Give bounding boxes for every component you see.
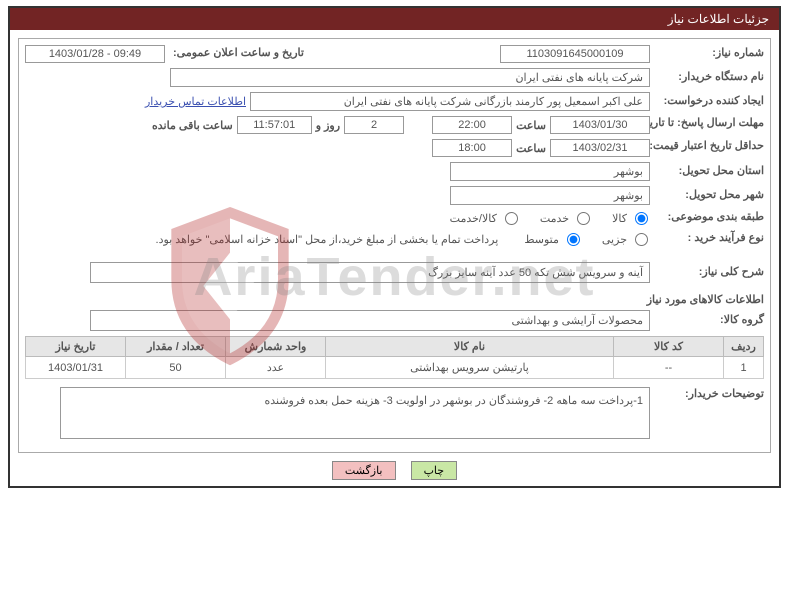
lbl-price-validity: حداقل تاریخ اعتبار قیمت: تا تاریخ: bbox=[654, 140, 764, 156]
fld-overall-desc: آینه و سرویس شش تکه 50 عدد آینه سایز بزر… bbox=[90, 262, 650, 283]
lbl-radio-both: کالا/خدمت bbox=[450, 212, 497, 225]
fld-price-time: 18:00 bbox=[432, 139, 512, 157]
th-name: نام کالا bbox=[326, 337, 614, 357]
radio-subject-service[interactable] bbox=[577, 212, 590, 225]
fld-goods-group: محصولات آرایشی و بهداشتی bbox=[90, 310, 650, 331]
back-button[interactable]: بازگشت bbox=[332, 461, 396, 480]
td-qty: 50 bbox=[126, 357, 226, 379]
fld-need-no: 1103091645000109 bbox=[500, 45, 650, 63]
lbl-requester: ایجاد کننده درخواست: bbox=[654, 94, 764, 110]
lbl-need-no: شماره نیاز: bbox=[654, 46, 764, 62]
lbl-radio-goods: کالا bbox=[612, 212, 627, 225]
fld-announce-dt: 1403/01/28 - 09:49 bbox=[25, 45, 165, 63]
payment-note: پرداخت تمام یا بخشی از مبلغ خرید،از محل … bbox=[156, 233, 499, 246]
lbl-announce-dt: تاریخ و ساعت اعلان عمومی: bbox=[169, 46, 304, 62]
th-unit: واحد شمارش bbox=[226, 337, 326, 357]
lbl-overall-desc: شرح کلی نیاز: bbox=[654, 265, 764, 281]
radio-process-minor[interactable] bbox=[635, 233, 648, 246]
section-goods-info: اطلاعات کالاهای مورد نیاز bbox=[25, 293, 764, 306]
lbl-radio-medium: متوسط bbox=[524, 233, 559, 246]
fld-province: بوشهر bbox=[450, 162, 650, 181]
lbl-response-deadline: مهلت ارسال پاسخ: تا تاریخ: bbox=[654, 117, 764, 133]
fld-requester: علی اکبر اسمعیل پور کارمند بازرگانی شرکت… bbox=[250, 92, 650, 111]
th-row: ردیف bbox=[724, 337, 764, 357]
fld-buyer-org: شرکت پایانه های نفتی ایران bbox=[170, 68, 650, 87]
lbl-radio-service: خدمت bbox=[540, 212, 569, 225]
lbl-days-and: روز و bbox=[316, 119, 340, 132]
lbl-buyer-notes: توضیحات خریدار: bbox=[654, 387, 764, 403]
td-code: -- bbox=[614, 357, 724, 379]
lbl-subject-class: طبقه بندی موضوعی: bbox=[654, 210, 764, 226]
form-area: شماره نیاز: 1103091645000109 تاریخ و ساع… bbox=[18, 38, 771, 453]
radio-subject-goods[interactable] bbox=[635, 212, 648, 225]
fld-resp-date: 1403/01/30 bbox=[550, 116, 650, 134]
fld-resp-time: 22:00 bbox=[432, 116, 512, 134]
buyer-contact-link[interactable]: اطلاعات تماس خریدار bbox=[145, 95, 246, 108]
fld-city: بوشهر bbox=[450, 186, 650, 205]
td-row: 1 bbox=[724, 357, 764, 379]
print-button[interactable]: چاپ bbox=[411, 461, 458, 480]
lbl-hour-1: ساعت bbox=[516, 119, 546, 132]
goods-table: ردیف کد کالا نام کالا واحد شمارش تعداد /… bbox=[25, 336, 764, 379]
lbl-buyer-org: نام دستگاه خریدار: bbox=[654, 70, 764, 86]
panel-header: جزئیات اطلاعات نیاز bbox=[10, 8, 779, 30]
lbl-hour-2: ساعت bbox=[516, 142, 546, 155]
th-qty: تعداد / مقدار bbox=[126, 337, 226, 357]
radio-process-medium[interactable] bbox=[567, 233, 580, 246]
lbl-radio-minor: جزیی bbox=[602, 233, 627, 246]
th-need-date: تاریخ نیاز bbox=[26, 337, 126, 357]
lbl-province: استان محل تحویل: bbox=[654, 164, 764, 180]
radio-subject-both[interactable] bbox=[505, 212, 518, 225]
fld-days-left: 2 bbox=[344, 116, 404, 134]
td-need-date: 1403/01/31 bbox=[26, 357, 126, 379]
fld-buyer-notes: 1-پرداخت سه ماهه 2- فروشندگان در بوشهر د… bbox=[60, 387, 650, 439]
main-panel: جزئیات اطلاعات نیاز شماره نیاز: 11030916… bbox=[8, 6, 781, 488]
td-unit: عدد bbox=[226, 357, 326, 379]
lbl-remaining: ساعت باقی مانده bbox=[152, 119, 233, 132]
fld-time-left: 11:57:01 bbox=[237, 116, 312, 134]
lbl-goods-group: گروه کالا: bbox=[654, 313, 764, 329]
fld-price-date: 1403/02/31 bbox=[550, 139, 650, 157]
table-row: 1 -- پارتیشن سرویس بهداشتی عدد 50 1403/0… bbox=[26, 357, 764, 379]
lbl-city: شهر محل تحویل: bbox=[654, 188, 764, 204]
lbl-purchase-process: نوع فرآیند خرید : bbox=[654, 231, 764, 247]
td-name: پارتیشن سرویس بهداشتی bbox=[326, 357, 614, 379]
th-code: کد کالا bbox=[614, 337, 724, 357]
button-bar: چاپ بازگشت bbox=[10, 461, 779, 480]
